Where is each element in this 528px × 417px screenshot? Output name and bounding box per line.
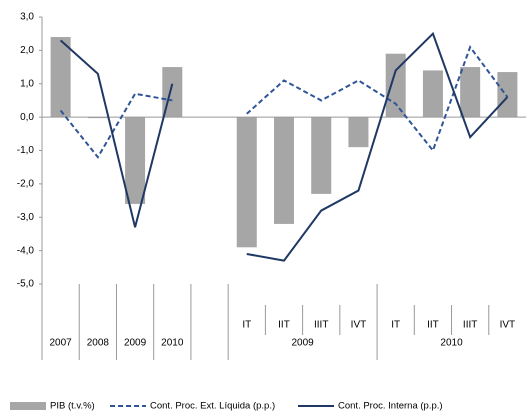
- bar: [50, 37, 71, 118]
- series-line: [59, 44, 509, 159]
- legend-label: PIB (t.v.%): [50, 401, 95, 412]
- y-tick-label: -3,0: [17, 212, 35, 223]
- legend-label: Cont. Proc. Interna (p.p.): [338, 401, 443, 412]
- y-tick-label: 3,0: [20, 12, 34, 23]
- x-tick-label: 2007: [49, 338, 72, 349]
- x-group-label: 2010: [440, 338, 463, 349]
- bar: [348, 117, 369, 148]
- x-tick-label: IT: [391, 320, 400, 331]
- x-group-label: 2009: [291, 338, 314, 349]
- y-tick-label: -5,0: [17, 279, 35, 290]
- x-tick-label: IVT: [351, 320, 367, 331]
- bar: [236, 117, 257, 248]
- y-tick-label: 2,0: [20, 45, 34, 56]
- bar: [311, 117, 332, 194]
- y-tick-label: -4,0: [17, 245, 35, 256]
- x-tick-label: IIIT: [314, 320, 328, 331]
- x-tick-label: IIT: [278, 320, 290, 331]
- y-tick-label: -1,0: [17, 145, 35, 156]
- y-tick-label: 1,0: [20, 78, 34, 89]
- x-tick-label: 2008: [87, 338, 110, 349]
- series-line: [59, 31, 509, 262]
- x-tick-label: IIT: [427, 320, 439, 331]
- bar: [422, 70, 443, 118]
- x-tick-label: 2010: [161, 338, 184, 349]
- x-tick-label: IVT: [500, 320, 516, 331]
- legend-label: Cont. Proc. Ext. Líquida (p.p.): [150, 401, 275, 412]
- y-tick-label: -2,0: [17, 179, 35, 190]
- bar: [497, 72, 518, 118]
- legend-swatch: [10, 402, 46, 410]
- x-tick-label: IIIT: [463, 320, 477, 331]
- x-tick-label: IT: [242, 320, 251, 331]
- y-tick-label: 0,0: [20, 112, 34, 123]
- bar: [125, 117, 146, 204]
- x-tick-label: 2009: [124, 338, 147, 349]
- bar: [460, 67, 481, 118]
- bar: [274, 117, 294, 224]
